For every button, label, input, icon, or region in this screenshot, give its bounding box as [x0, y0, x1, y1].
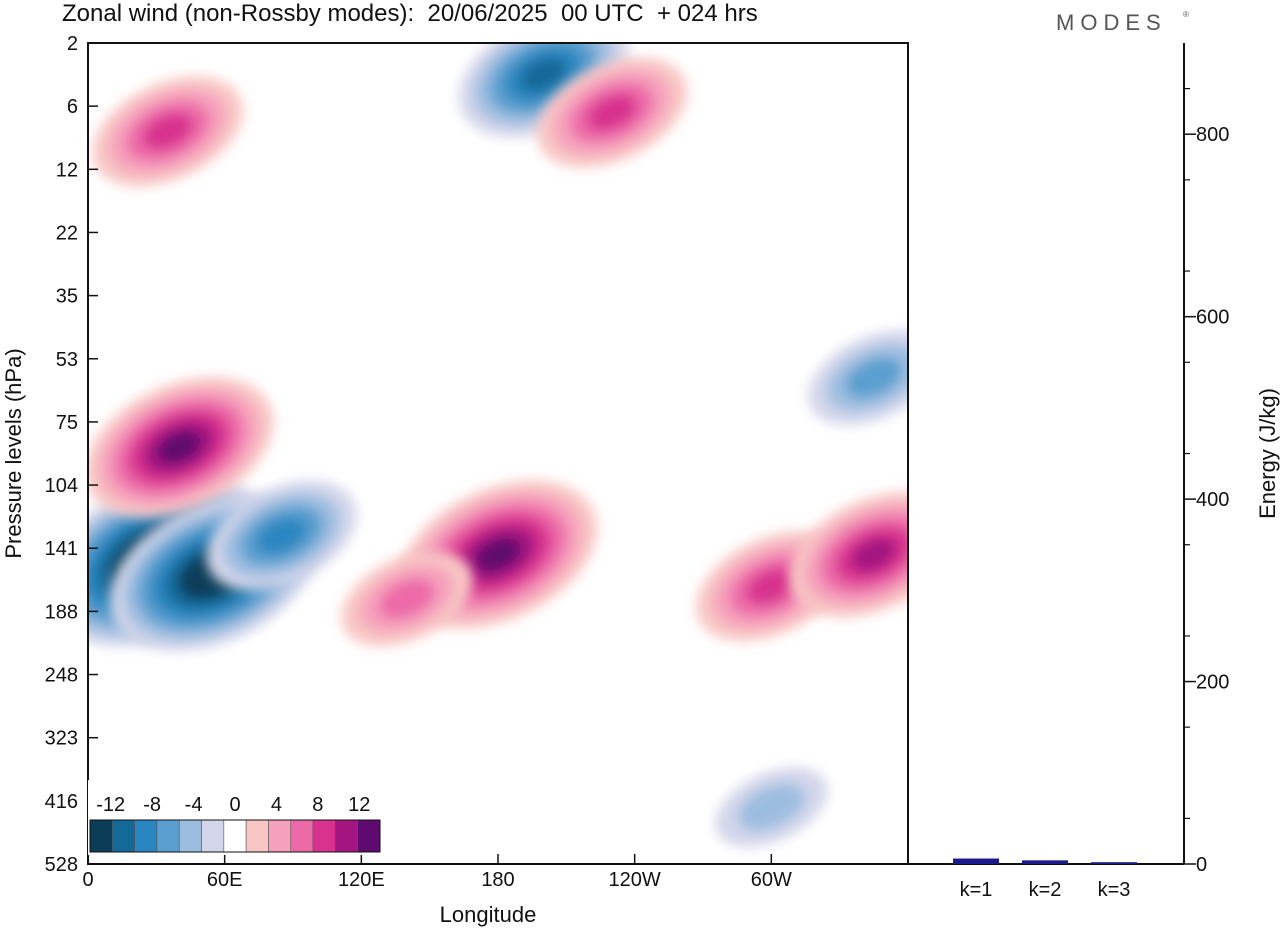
energy-tick-label: 400	[1196, 489, 1229, 511]
colorbar-swatch	[245, 819, 269, 853]
colorbar-legend: -12 -8 -4 0 4 8 12	[88, 780, 382, 855]
y-tick-label: 22	[56, 222, 78, 244]
wind-contour	[746, 567, 797, 605]
wind-feature-10	[92, 76, 244, 187]
energy-bar	[953, 858, 999, 864]
y-axis-label: Pressure levels (hPa)	[1, 348, 26, 558]
y-tick-label: 416	[45, 791, 78, 813]
wind-feature-7	[341, 551, 473, 647]
y-tick-label: 53	[56, 349, 78, 371]
colorbar-swatch	[178, 819, 202, 853]
energy-category-label: k=2	[1029, 879, 1062, 901]
wind-feature-11	[808, 330, 908, 426]
wind-feature-12	[715, 767, 828, 848]
colorbar-swatch	[223, 819, 247, 853]
x-tick-label: 180	[481, 869, 514, 891]
colorbar-label: -12	[96, 794, 125, 816]
modes-logo: MODES	[1056, 10, 1167, 35]
wind-contour	[142, 113, 193, 150]
colorbar-swatch	[89, 819, 113, 853]
colorbar-swatch	[335, 819, 358, 853]
colorbar-swatch	[268, 819, 292, 853]
wind-feature-6	[789, 491, 908, 618]
wind-feature-2	[206, 480, 357, 591]
x-tick-label: 120E	[338, 869, 385, 891]
wind-contour	[378, 578, 436, 620]
wind-contour	[737, 783, 806, 832]
y-tick-label: 141	[45, 538, 78, 560]
x-axis-label: Longitude	[440, 902, 537, 927]
x-tick-label: 120W	[609, 869, 661, 891]
y-tick-label: 323	[45, 728, 78, 750]
energy-axis-label: Energy (J/kg)	[1255, 388, 1280, 519]
energy-bar	[1022, 860, 1068, 864]
colorbar-label: 12	[348, 794, 370, 816]
colorbar-swatch	[112, 819, 135, 853]
energy-tick-label: 0	[1196, 854, 1207, 876]
colorbar-label: -8	[143, 794, 161, 816]
energy-category-label: k=3	[1098, 879, 1131, 901]
wind-feature-3	[88, 376, 274, 518]
colorbar-swatch	[156, 819, 180, 853]
y-tick-label: 12	[56, 159, 78, 181]
colorbar-swatch	[290, 819, 314, 853]
colorbar-label: 4	[271, 794, 282, 816]
colorbar-swatch	[201, 819, 225, 853]
y-tick-label: 75	[56, 412, 78, 434]
energy-tick-label: 800	[1196, 124, 1229, 146]
energy-tick-label: 200	[1196, 672, 1229, 694]
x-tick-label: 60E	[207, 869, 243, 891]
colorbar-label: 0	[229, 794, 240, 816]
energy-bar-chart: 0 200 400 600 800 Energy (J/kg) k=1 k=2 k=3	[907, 43, 1280, 901]
colorbar-swatch	[312, 819, 336, 853]
colorbar-label: 8	[312, 794, 323, 816]
wind-contour	[475, 537, 521, 572]
y-tick-label: 2	[67, 33, 78, 55]
y-tick-label: 188	[45, 601, 78, 623]
wind-contour	[845, 357, 903, 399]
chart-title: Zonal wind (non-Rossby modes): 20/06/202…	[62, 0, 758, 27]
wind-contour	[520, 57, 567, 92]
colorbar-swatch	[134, 819, 158, 853]
colorbar-label: -4	[185, 794, 203, 816]
y-tick-label: 528	[45, 854, 78, 876]
wind-heatmap	[88, 43, 908, 848]
registered-mark: ®	[1183, 10, 1189, 19]
energy-tick-label: 600	[1196, 307, 1229, 329]
y-tick-label: 104	[45, 475, 78, 497]
x-tick-label: 0	[82, 869, 93, 891]
colorbar-frame	[89, 819, 381, 853]
y-tick-label: 35	[56, 286, 78, 308]
energy-category-label: k=1	[960, 879, 993, 901]
y-tick-label: 6	[67, 96, 78, 118]
x-tick-label: 60W	[751, 869, 792, 891]
wind-contour	[256, 517, 307, 554]
wind-feature-9	[536, 57, 688, 168]
colorbar-swatch	[357, 819, 381, 853]
energy-bar	[1091, 862, 1137, 864]
wind-contour	[157, 430, 201, 464]
y-tick-label: 248	[45, 665, 78, 687]
wind-contour	[850, 537, 897, 572]
wind-contour	[586, 94, 638, 131]
